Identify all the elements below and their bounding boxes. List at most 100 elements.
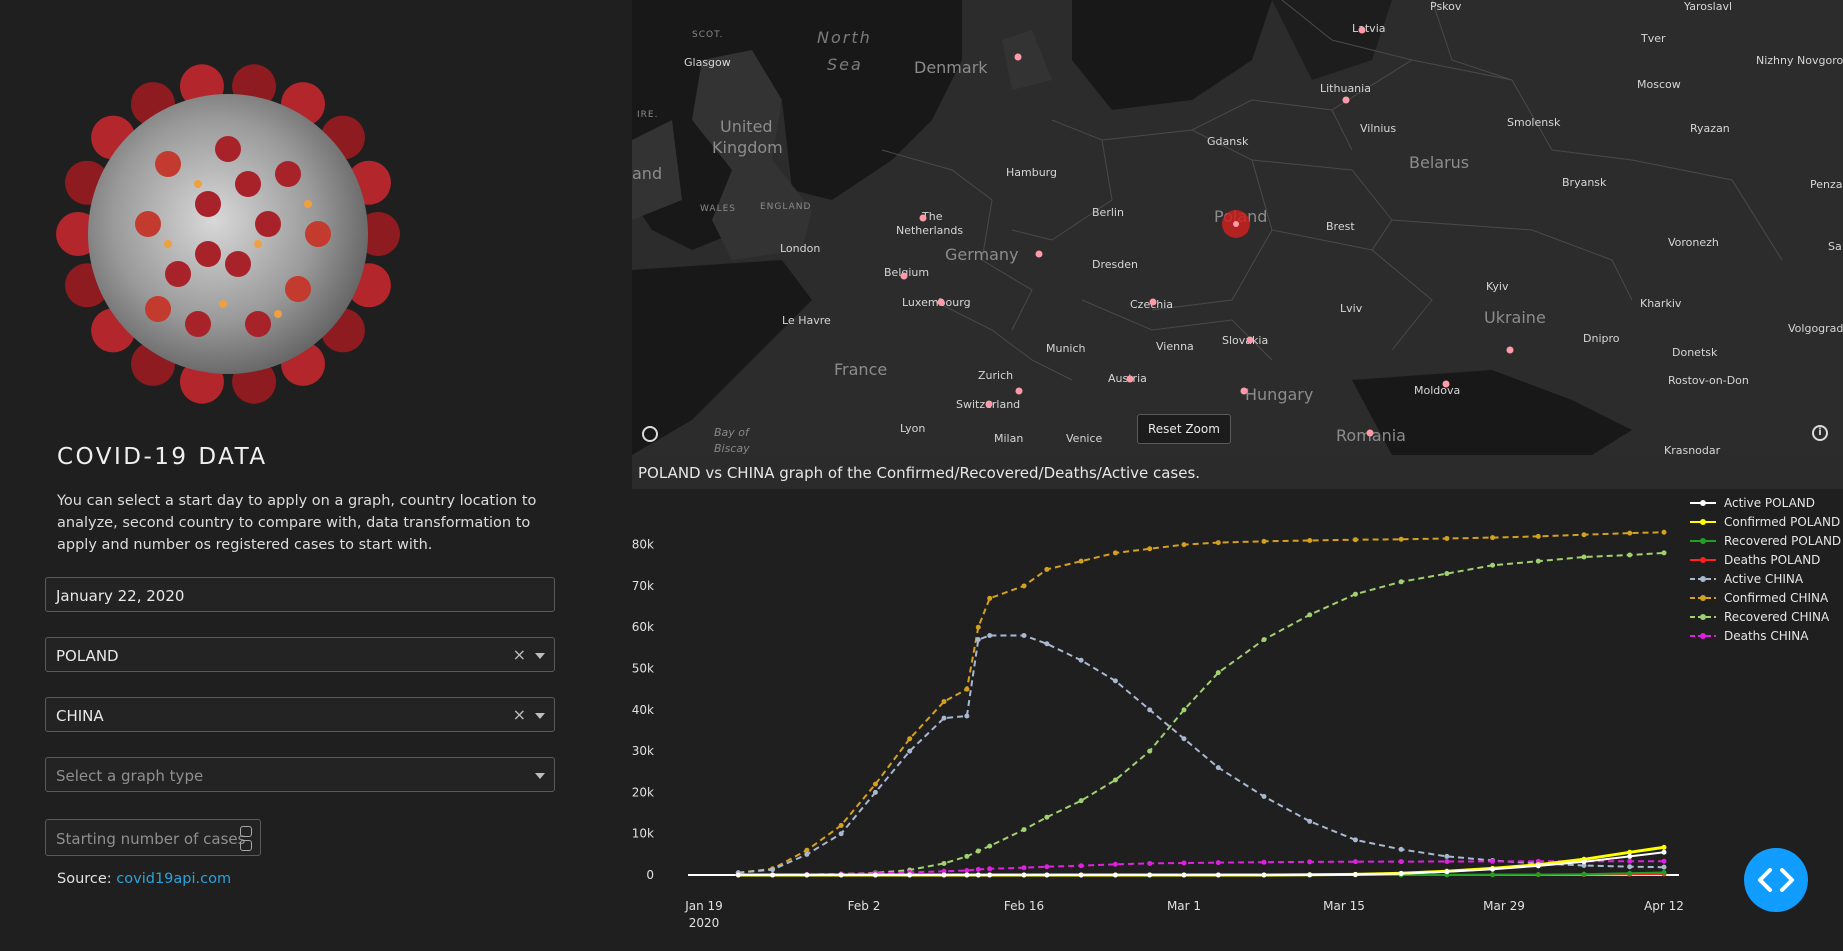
clear-icon[interactable]: × — [512, 645, 526, 664]
map-marker-moldova — [1442, 380, 1450, 388]
data-point — [804, 851, 810, 857]
data-point — [1112, 678, 1118, 684]
data-point — [1261, 859, 1267, 865]
map-label-sa: Sa — [1828, 240, 1842, 253]
graph-type-dropdown[interactable]: Select a graph type — [45, 757, 555, 792]
data-point — [1627, 870, 1633, 876]
country1-dropdown[interactable]: POLAND × — [45, 637, 555, 672]
data-point — [1444, 853, 1450, 859]
data-point — [1021, 583, 1027, 589]
map-label-bay: Bay of — [714, 426, 749, 439]
map-label-ukraine: Ukraine — [1484, 308, 1546, 327]
data-point — [1215, 860, 1221, 866]
data-point — [1352, 837, 1358, 843]
data-point — [1181, 860, 1187, 866]
y-tick-label: 40k — [632, 703, 654, 717]
source-label: Source: — [57, 871, 112, 887]
country2-dropdown[interactable]: CHINA × — [45, 697, 555, 732]
start-cases-input[interactable]: Starting number of cases — [45, 819, 261, 856]
covid-line-chart[interactable]: 0 10k 20k 30k 40k 50k 60k 70k 80k Jan 19 Feb 2 Feb … — [632, 489, 1843, 947]
data-point — [1627, 552, 1633, 558]
data-point — [941, 868, 947, 874]
map-view[interactable]: North Sea SCOT. IRE. WALES ENGLAND Unite… — [632, 0, 1843, 455]
data-point — [1581, 863, 1587, 869]
y-tick-label: 80k — [632, 538, 654, 552]
data-point — [987, 595, 993, 601]
start-cases-placeholder: Starting number of cases — [56, 830, 246, 848]
data-point — [1021, 865, 1027, 871]
chevron-down-icon[interactable] — [535, 713, 545, 719]
map-label-penza: Penza — [1810, 178, 1843, 191]
chevron-down-icon[interactable] — [535, 773, 545, 779]
chevron-down-icon[interactable] — [535, 653, 545, 659]
data-point — [1490, 858, 1496, 864]
data-point — [1307, 859, 1313, 865]
data-point — [1535, 872, 1541, 878]
data-point — [1021, 872, 1027, 878]
data-point — [1181, 736, 1187, 742]
data-point — [1661, 858, 1667, 864]
page-title: COVID-19 DATA — [57, 444, 268, 470]
data-point — [1147, 748, 1153, 754]
data-point — [987, 843, 993, 849]
debug-menu-button[interactable] — [1744, 848, 1808, 912]
map-label-moldova: Moldova — [1414, 384, 1461, 397]
map-label-dresden: Dresden — [1092, 258, 1138, 271]
y-tick-label: 20k — [632, 785, 654, 799]
data-point — [1112, 777, 1118, 783]
country1-value: POLAND — [56, 647, 119, 665]
map-label-hungary: Hungary — [1245, 385, 1314, 404]
map-label-sea: Sea — [827, 55, 863, 74]
data-point — [1490, 866, 1496, 872]
number-spinner-icon[interactable] — [240, 826, 252, 851]
chart-svg: 0 10k 20k 30k 40k 50k 60k 70k 80k Jan 19 Feb 2 Feb … — [632, 496, 1841, 930]
clear-icon[interactable]: × — [512, 705, 526, 724]
data-point — [1535, 863, 1541, 869]
map-marker-latvia — [1358, 26, 1366, 34]
map-label-moscow: Moscow — [1637, 78, 1681, 91]
data-point — [1021, 632, 1027, 638]
data-point — [735, 872, 741, 878]
legend-marker — [1700, 614, 1706, 620]
data-point — [975, 872, 981, 878]
map-label-luxembourg: Luxembourg — [902, 296, 971, 309]
info-icon[interactable]: i — [1812, 425, 1828, 441]
legend-label: Confirmed POLAND — [1724, 515, 1840, 529]
map-label-venice: Venice — [1066, 432, 1103, 445]
data-point — [1307, 612, 1313, 618]
map-marker-switzerland-a — [1015, 387, 1023, 395]
data-point — [1398, 579, 1404, 585]
data-point — [1444, 571, 1450, 577]
data-point — [1490, 562, 1496, 568]
y-tick-label: 0 — [646, 868, 654, 882]
map-marker-lithuania — [1342, 96, 1350, 104]
source-link[interactable]: covid19api.com — [116, 871, 232, 887]
start-date-picker[interactable]: January 22, 2020 — [45, 577, 555, 612]
mapbox-logo-icon[interactable] — [642, 426, 658, 442]
map-marker-germany — [1035, 250, 1043, 258]
data-point — [1627, 849, 1633, 855]
data-point — [770, 867, 776, 873]
data-point — [872, 872, 878, 878]
data-point — [1398, 871, 1404, 877]
data-point — [1181, 707, 1187, 713]
map-label-netherlands: The — [922, 210, 943, 223]
map-label-munich: Munich — [1046, 342, 1086, 355]
map-marker-slovakia — [1246, 336, 1254, 344]
map-label-bryansk: Bryansk — [1562, 176, 1607, 189]
map-label-donetsk: Donetsk — [1672, 346, 1718, 359]
data-point — [1044, 864, 1050, 870]
legend-label: Active CHINA — [1724, 572, 1804, 586]
data-point — [964, 713, 970, 719]
map-label-voronezh: Voronezh — [1668, 236, 1719, 249]
map-label-lithuania: Lithuania — [1320, 82, 1371, 95]
map-label-bay2: Biscay — [714, 442, 750, 455]
reset-zoom-button[interactable]: Reset Zoom — [1137, 414, 1231, 444]
data-point — [1444, 869, 1450, 875]
data-point — [1147, 872, 1153, 878]
data-point — [975, 637, 981, 643]
map-marker-denmark — [1014, 53, 1022, 61]
data-point — [1021, 827, 1027, 833]
data-point — [1535, 558, 1541, 564]
y-tick-label: 10k — [632, 827, 654, 841]
